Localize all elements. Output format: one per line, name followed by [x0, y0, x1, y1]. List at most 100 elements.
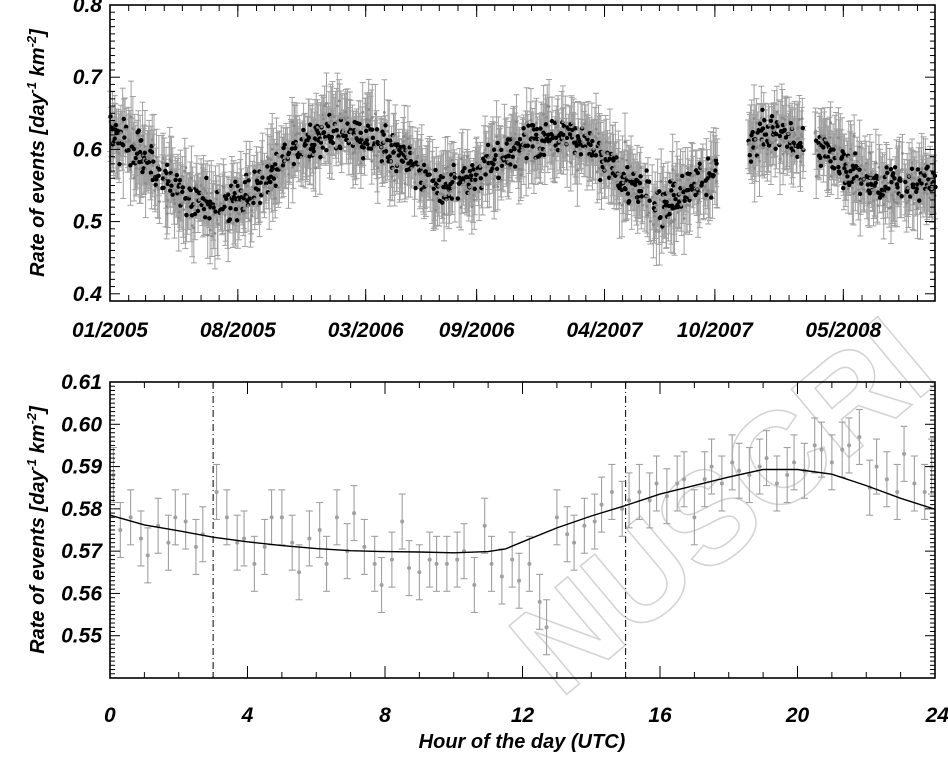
top-point: [268, 179, 273, 185]
top-point-grey: [213, 232, 217, 235]
top-point: [607, 156, 613, 161]
top-point-grey: [352, 142, 356, 146]
top-point: [201, 206, 207, 212]
top-point-grey: [164, 190, 167, 193]
top-point: [506, 153, 512, 159]
top-point-grey: [573, 147, 577, 151]
top-point-grey: [501, 168, 505, 172]
top-point-grey: [564, 129, 568, 132]
top-errorbars: [107, 72, 938, 270]
top-point: [440, 174, 445, 180]
top-point-grey: [354, 147, 357, 151]
top-point-grey: [425, 184, 429, 188]
top-point-grey: [481, 185, 485, 189]
top-point: [408, 150, 413, 156]
top-point-grey: [160, 161, 164, 165]
top-point: [552, 120, 558, 126]
top-point: [234, 218, 240, 223]
top-point-grey: [205, 196, 208, 200]
top-point-grey: [155, 155, 158, 159]
top-point-grey: [460, 157, 463, 161]
top-point-grey: [287, 172, 290, 176]
top-point-grey: [232, 185, 236, 189]
top-point: [625, 165, 630, 170]
top-point-grey: [316, 125, 319, 129]
top-point-grey: [539, 135, 543, 139]
top-point: [553, 143, 558, 148]
top-point: [360, 156, 366, 161]
top-point-grey: [591, 158, 594, 162]
top-point-grey: [626, 183, 629, 187]
top-point-grey: [415, 156, 419, 160]
top-point-grey: [538, 147, 542, 151]
top-point-grey: [366, 118, 369, 121]
top-point-grey: [373, 145, 377, 149]
top-point-grey: [549, 148, 553, 152]
top-point-grey: [334, 145, 338, 149]
top-point-grey: [276, 186, 280, 189]
top-point-grey: [170, 179, 174, 183]
top-point: [365, 141, 370, 147]
top-point: [291, 161, 297, 167]
top-point-grey: [268, 162, 272, 166]
top-point-grey: [574, 154, 578, 158]
top-point-grey: [516, 145, 520, 149]
top-point: [280, 163, 286, 168]
top-point-grey: [390, 175, 394, 179]
top-point-grey: [499, 160, 503, 164]
top-point: [318, 140, 324, 145]
top-point-grey: [449, 177, 453, 181]
top-point: [173, 177, 178, 183]
top-point-grey: [214, 202, 218, 206]
top-point-grey: [115, 150, 119, 153]
top-point: [141, 166, 146, 171]
top-point: [485, 142, 491, 148]
top-point-grey: [359, 161, 363, 165]
top-point-grey: [239, 184, 243, 187]
top-point-grey: [393, 178, 397, 182]
top-point: [452, 175, 458, 180]
top-point: [531, 123, 536, 128]
top-point-grey: [517, 167, 521, 171]
top-point-grey: [244, 175, 248, 179]
top-point-grey: [273, 196, 277, 200]
top-point: [227, 217, 233, 222]
top-point: [258, 180, 263, 185]
top-point-grey: [303, 131, 307, 135]
top-point-grey: [508, 167, 512, 170]
top-point: [623, 187, 628, 192]
top-point-grey: [205, 191, 209, 195]
top-point-grey: [335, 104, 339, 108]
top-point: [357, 121, 362, 127]
top-point-grey: [335, 119, 339, 123]
top-point: [383, 149, 389, 154]
top-point-grey: [608, 141, 612, 145]
top-points: [108, 99, 938, 238]
top-point-grey: [548, 142, 552, 146]
top-point-grey: [437, 184, 441, 188]
top-point-grey: [178, 193, 182, 197]
top-point-grey: [495, 161, 499, 164]
top-point-grey: [161, 172, 164, 176]
top-point-grey: [190, 176, 193, 180]
top-point: [515, 141, 521, 146]
top-point: [211, 205, 216, 210]
top-point-grey: [600, 172, 603, 176]
top-point: [345, 121, 350, 126]
top-point-grey: [274, 172, 278, 176]
top-point-grey: [283, 159, 287, 163]
top-point-grey: [135, 146, 139, 150]
top-point-grey: [528, 130, 532, 134]
top-point: [607, 175, 612, 180]
top-point-grey: [436, 197, 439, 200]
top-point-grey: [249, 209, 253, 212]
top-point-grey: [404, 164, 407, 167]
top-point-grey: [454, 181, 457, 185]
top-point-grey: [557, 129, 561, 132]
top-point-grey: [467, 191, 471, 195]
top-point: [168, 188, 173, 193]
top-point: [170, 192, 175, 197]
top-point-grey: [556, 120, 559, 124]
top-point-grey: [348, 124, 352, 127]
top-point-grey: [307, 130, 310, 134]
